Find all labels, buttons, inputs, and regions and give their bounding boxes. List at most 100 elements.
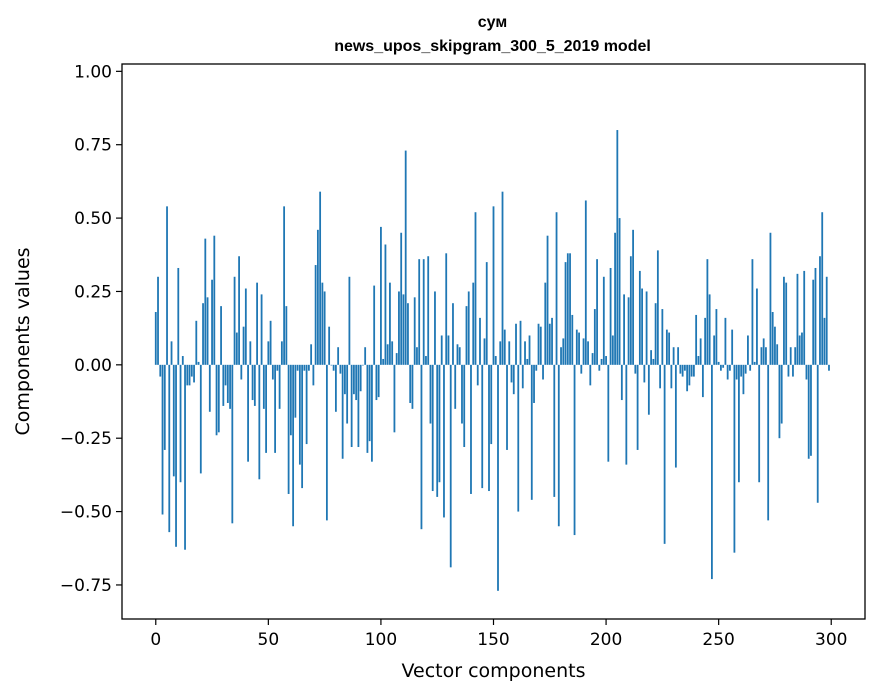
bar-227 <box>665 329 668 365</box>
bar-218 <box>645 291 648 365</box>
bar-42 <box>249 341 252 365</box>
bar-281 <box>787 364 790 377</box>
bar-116 <box>416 347 418 365</box>
bar-196 <box>596 259 598 365</box>
bar-166 <box>528 335 531 365</box>
bar-37 <box>238 256 240 365</box>
bar-24 <box>208 364 211 412</box>
x-axis-ticks: 0 50 100 150 200 250 300 <box>150 619 847 650</box>
bar-193 <box>589 364 592 386</box>
bar-28 <box>217 364 220 433</box>
bar-101 <box>382 358 385 365</box>
bar-297 <box>823 317 826 365</box>
bar-290 <box>807 364 810 459</box>
bar-145 <box>481 364 484 489</box>
bar-146 <box>483 338 486 365</box>
bar-71 <box>314 265 317 365</box>
bar-90 <box>357 364 360 448</box>
bar-23 <box>206 297 209 365</box>
x-tick-label: 250 <box>702 630 734 650</box>
bar-36 <box>235 332 238 365</box>
bar-35 <box>233 276 236 365</box>
bar-225 <box>661 309 664 365</box>
bar-280 <box>785 282 788 365</box>
bar-165 <box>526 358 529 365</box>
bar-43 <box>251 364 254 401</box>
bar-272 <box>767 364 770 521</box>
bar-77 <box>328 326 331 365</box>
bar-134 <box>456 344 459 365</box>
bar-53 <box>274 364 276 453</box>
bar-87 <box>350 364 353 448</box>
bar-82 <box>339 364 342 374</box>
bar-299 <box>828 364 830 371</box>
bar-215 <box>638 270 641 365</box>
bar-209 <box>625 364 628 465</box>
y-tick-label: −0.50 <box>60 503 112 523</box>
bar-291 <box>810 364 812 456</box>
bar-286 <box>798 335 801 365</box>
bar-200 <box>605 356 607 365</box>
bar-30 <box>222 364 225 406</box>
bar-45 <box>256 282 258 365</box>
bar-240 <box>695 314 698 365</box>
bar-155 <box>503 329 506 365</box>
bar-285 <box>796 273 799 365</box>
bar-176 <box>551 317 553 365</box>
bar-94 <box>366 364 369 453</box>
bar-179 <box>557 364 560 527</box>
x-tick-label: 200 <box>590 630 622 650</box>
bar-292 <box>812 279 815 365</box>
bar-235 <box>683 364 686 371</box>
bar-142 <box>474 212 477 365</box>
bar-102 <box>384 244 387 365</box>
bar-169 <box>535 364 538 371</box>
bar-68 <box>307 364 310 371</box>
bar-185 <box>571 314 574 365</box>
bar-174 <box>546 235 549 365</box>
bar-131 <box>449 364 452 568</box>
bar-83 <box>341 364 344 459</box>
bar-284 <box>794 347 797 365</box>
bar-192 <box>587 341 589 365</box>
bar-0 <box>154 312 157 365</box>
bar-219 <box>647 364 650 415</box>
bar-125 <box>436 364 439 497</box>
bar-69 <box>310 344 313 365</box>
bar-201 <box>607 364 610 462</box>
bar-12 <box>181 356 184 365</box>
x-tick-label: 300 <box>815 630 847 650</box>
bar-123 <box>431 364 434 492</box>
bar-171 <box>539 326 542 365</box>
bar-157 <box>508 341 511 365</box>
bar-223 <box>656 250 659 365</box>
bar-177 <box>553 364 556 497</box>
bar-242 <box>699 338 702 365</box>
bar-114 <box>411 364 414 409</box>
bar-127 <box>440 335 443 365</box>
bar-180 <box>560 347 562 365</box>
bar-256 <box>731 329 734 365</box>
bar-54 <box>276 364 279 371</box>
bar-139 <box>467 291 470 365</box>
bar-248 <box>713 335 716 365</box>
bar-series <box>154 130 830 591</box>
bar-276 <box>776 344 779 365</box>
bar-160 <box>515 323 517 365</box>
bar-275 <box>774 326 776 365</box>
bar-40 <box>244 288 247 365</box>
bar-147 <box>485 262 488 365</box>
x-axis-label: Vector components <box>402 660 586 682</box>
x-tick-label: 150 <box>477 630 509 650</box>
bar-212 <box>632 229 634 365</box>
bar-228 <box>668 332 671 365</box>
bar-206 <box>618 218 621 365</box>
bar-141 <box>472 282 475 365</box>
bar-233 <box>679 364 682 374</box>
bar-6 <box>168 364 171 533</box>
bar-257 <box>733 364 736 553</box>
bar-44 <box>253 364 256 406</box>
bar-49 <box>265 364 267 453</box>
bar-289 <box>805 364 808 380</box>
bar-226 <box>663 364 666 544</box>
